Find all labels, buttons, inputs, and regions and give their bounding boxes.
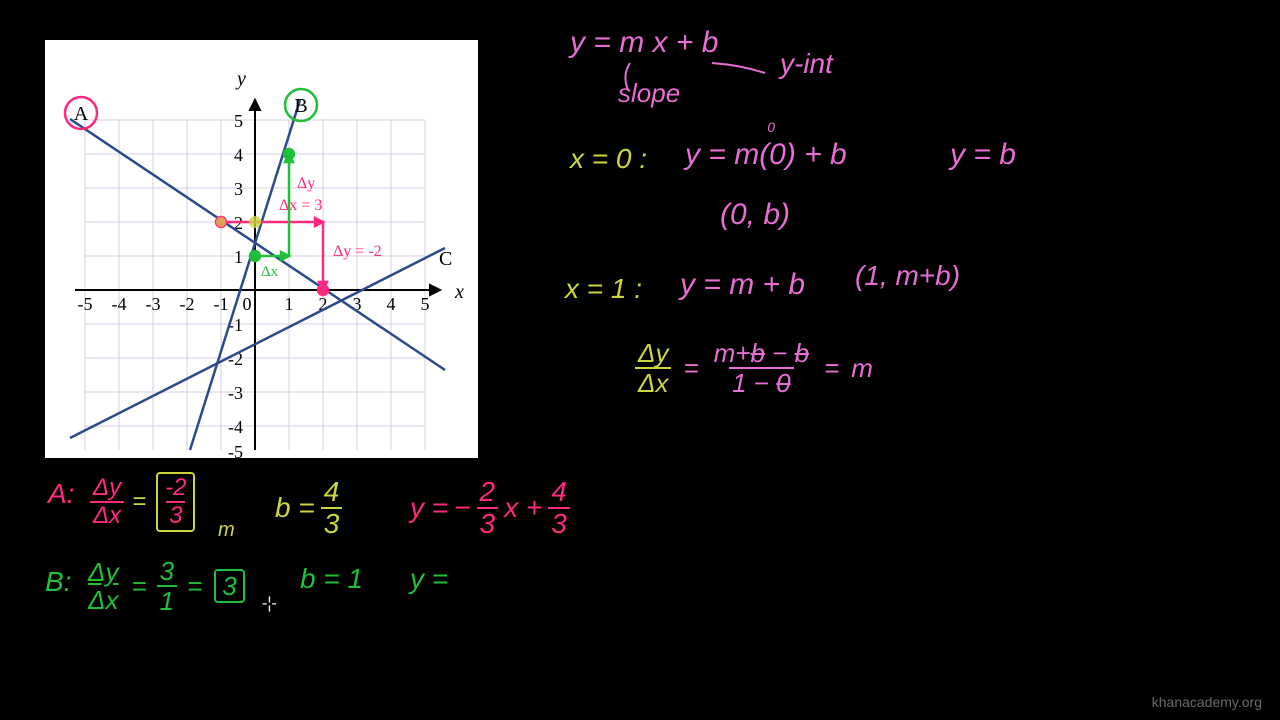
svg-text:Δx = 3: Δx = 3	[279, 197, 322, 214]
svg-text:-5: -5	[78, 294, 93, 314]
eq-x1-lhs: x = 1 :	[565, 275, 642, 303]
eq-x0-mid: y = m(0)0 + b	[685, 140, 847, 170]
svg-text:-4: -4	[112, 294, 127, 314]
svg-text:-3: -3	[146, 294, 161, 314]
svg-text:1: 1	[234, 247, 243, 267]
dx-label: Δx	[635, 367, 671, 396]
watermark: khanacademy.org	[1152, 694, 1262, 710]
eq-x1-mid: y = m + b	[680, 270, 805, 300]
svg-text:0: 0	[243, 294, 252, 314]
lineA-m: m	[218, 520, 235, 540]
lineA-label: A:	[48, 480, 74, 508]
lineB-slope: ΔyΔx = 31 = 3	[85, 558, 247, 614]
svg-text:B: B	[294, 95, 307, 117]
eq-x1-pt: (1, m+b)	[855, 262, 960, 290]
lineA-eq: y = − 23 x + 43	[410, 478, 570, 538]
label-yint: y-int	[780, 50, 833, 78]
svg-text:A: A	[74, 103, 89, 125]
slope-result: m	[851, 355, 873, 381]
svg-text:-3: -3	[228, 383, 243, 403]
eq-x0-pt: (0, b)	[720, 200, 790, 230]
svg-text:Δx: Δx	[261, 264, 279, 280]
svg-text:x: x	[454, 281, 464, 303]
coordinate-graph: x y -5-4-3 -2-10 123 45 54 32 1 -1-2 -3-…	[45, 40, 478, 458]
lineB-eq: y =	[410, 565, 448, 593]
svg-text:3: 3	[234, 179, 243, 199]
eq-x0-rhs: y = b	[950, 140, 1016, 170]
graph-panel: x y -5-4-3 -2-10 123 45 54 32 1 -1-2 -3-…	[45, 40, 478, 458]
svg-text:-5: -5	[228, 442, 243, 458]
lineB-b: b = 1	[300, 565, 363, 593]
label-slope: slope	[618, 80, 680, 106]
svg-text:C: C	[439, 248, 452, 270]
cursor-icon: -¦-	[262, 595, 277, 613]
lineA-slope: ΔyΔx = -23	[90, 472, 197, 532]
svg-text:y: y	[235, 68, 246, 90]
svg-text:5: 5	[234, 111, 243, 131]
eq-slope-intercept: y = m x + b	[570, 28, 718, 58]
eq-slope-calc: ΔyΔx = m+b − b1 − 0 = m	[635, 340, 873, 396]
svg-text:5: 5	[421, 294, 430, 314]
dy-label: Δy	[635, 340, 671, 367]
svg-text:4: 4	[234, 145, 243, 165]
svg-text:Δy: Δy	[297, 175, 315, 192]
lineB-label: B:	[45, 568, 71, 596]
svg-text:-2: -2	[180, 294, 195, 314]
lineA-b: b = 43	[275, 478, 342, 538]
svg-text:Δy = -2: Δy = -2	[333, 243, 382, 260]
eq-x0-lhs: x = 0 :	[570, 145, 647, 173]
svg-text:-1: -1	[214, 294, 229, 314]
svg-text:1: 1	[285, 294, 294, 314]
svg-text:-4: -4	[228, 417, 243, 437]
svg-text:4: 4	[387, 294, 396, 314]
